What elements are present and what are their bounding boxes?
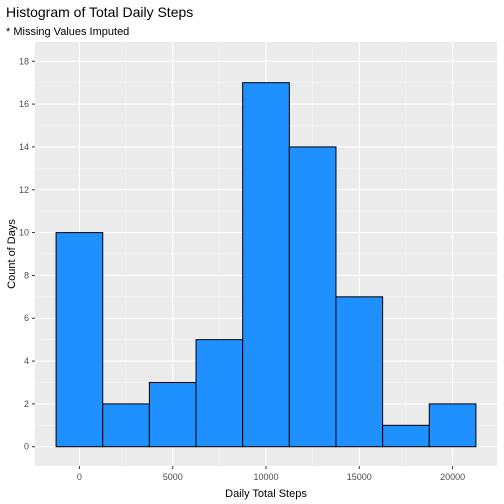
y-tick-label: 10: [19, 228, 29, 238]
x-tick-label: 5000: [163, 472, 183, 482]
y-axis-title: Count of Days: [6, 219, 18, 289]
y-tick-label: 14: [19, 142, 29, 152]
x-tick-label: 20000: [440, 472, 465, 482]
y-tick-label: 4: [24, 356, 29, 366]
y-axis-ticks: 0 2 4 6 8 10 12 14 16 18: [19, 56, 35, 452]
x-axis-title: Daily Total Steps: [225, 488, 307, 500]
histogram-bar: [195, 339, 244, 448]
histogram-bars: [55, 82, 477, 448]
histogram-bar: [55, 232, 104, 448]
chart-subtitle: * Missing Values Imputed: [6, 26, 129, 38]
y-tick-label: 16: [19, 99, 29, 109]
histogram-bar: [102, 403, 150, 448]
y-tick-label: 18: [19, 56, 29, 66]
y-tick-label: 0: [24, 442, 29, 452]
x-tick-label: 15000: [347, 472, 372, 482]
y-tick-label: 12: [19, 185, 29, 195]
histogram-bar: [288, 146, 337, 448]
x-axis-ticks: 0 5000 10000 15000 20000: [77, 466, 465, 482]
histogram-bar: [428, 403, 477, 448]
x-tick-label: 10000: [253, 472, 278, 482]
histogram-bar: [148, 381, 197, 448]
histogram-bar: [335, 296, 384, 448]
y-tick-label: 6: [24, 313, 29, 323]
y-tick-label: 8: [24, 270, 29, 280]
histogram-bar: [242, 82, 290, 448]
histogram-bar: [382, 424, 430, 448]
chart-title: Histogram of Total Daily Steps: [6, 4, 193, 20]
x-tick-label: 0: [77, 472, 82, 482]
y-tick-label: 2: [24, 399, 29, 409]
